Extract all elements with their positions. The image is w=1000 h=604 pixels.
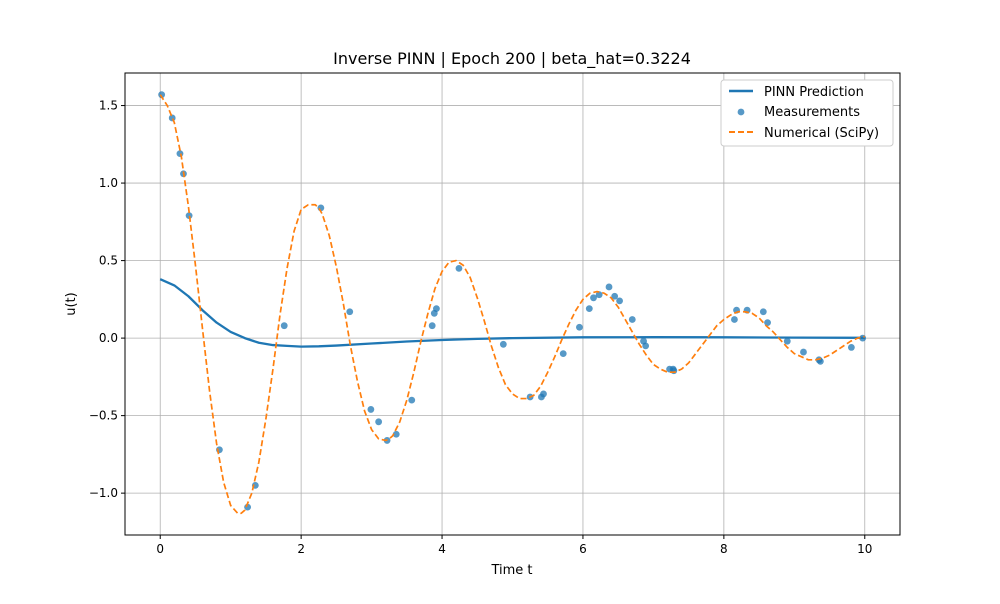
measurement-point xyxy=(346,308,354,316)
measurement-point xyxy=(428,322,436,330)
measurement-point xyxy=(499,340,507,348)
x-tick-label: 0 xyxy=(156,542,164,556)
measurement-point xyxy=(642,342,650,350)
legend-label-measurements: Measurements xyxy=(764,105,860,120)
measurement-point xyxy=(759,308,767,316)
measurement-point xyxy=(176,150,184,158)
measurement-point xyxy=(280,322,288,330)
measurement-point xyxy=(611,292,619,300)
measurement-point xyxy=(590,294,597,302)
measurement-point xyxy=(455,264,463,272)
y-tick-label: 1.5 xyxy=(99,99,118,113)
measurement-point xyxy=(433,305,440,313)
measurement-point xyxy=(392,430,400,438)
measurement-point xyxy=(408,396,416,404)
y-tick-label: 0.0 xyxy=(99,331,118,345)
measurement-point xyxy=(367,406,375,413)
pinn-prediction-line xyxy=(159,278,865,348)
x-tick-label: 6 xyxy=(579,542,587,556)
measurement-point xyxy=(576,323,583,331)
y-tick-label: 0.5 xyxy=(99,254,118,268)
legend-label-pinn: PINN Prediction xyxy=(764,85,864,100)
y-axis-label: u(t) xyxy=(64,292,79,315)
tick-layer: 0 2 4 6 8 10 −1.0 −0.5 0.0 0.5 1.0 1.5 xyxy=(89,99,873,556)
measurement-point xyxy=(375,418,383,426)
series-layer xyxy=(158,91,867,515)
measurement-point xyxy=(628,316,636,323)
legend: PINN Prediction Measurements Numerical (… xyxy=(720,79,894,147)
x-tick-label: 2 xyxy=(297,542,305,556)
grid-layer xyxy=(125,73,900,535)
legend-label-numerical: Numerical (SciPy) xyxy=(764,126,879,141)
measurement-point xyxy=(540,390,547,398)
y-tick-label: 1.0 xyxy=(99,176,118,190)
measurement-point xyxy=(731,316,738,323)
measurement-point xyxy=(800,348,807,356)
chart-title: Inverse PINN | Epoch 200 | beta_hat=0.32… xyxy=(333,49,691,69)
measurement-point xyxy=(605,283,613,291)
legend-swatch-measurements xyxy=(737,108,745,116)
measurement-point xyxy=(783,337,791,345)
measurement-point xyxy=(168,114,176,122)
legend-box xyxy=(720,79,894,147)
measurement-point xyxy=(595,291,603,299)
plot-frame xyxy=(124,72,901,536)
measurement-point xyxy=(847,344,855,351)
measurement-point xyxy=(185,212,193,220)
x-axis-label: Time t xyxy=(490,563,532,578)
y-tick-label: −0.5 xyxy=(89,409,118,423)
x-tick-label: 8 xyxy=(720,542,728,556)
measurement-point xyxy=(585,305,593,313)
numerical-scipy-line xyxy=(159,94,865,515)
measurement-point xyxy=(764,319,771,327)
measurement-point xyxy=(616,297,623,305)
x-tick-label: 4 xyxy=(438,542,446,556)
measurement-point xyxy=(559,350,567,358)
y-tick-label: −1.0 xyxy=(89,486,118,500)
x-tick-label: 10 xyxy=(857,542,872,556)
measurement-point xyxy=(158,91,166,99)
